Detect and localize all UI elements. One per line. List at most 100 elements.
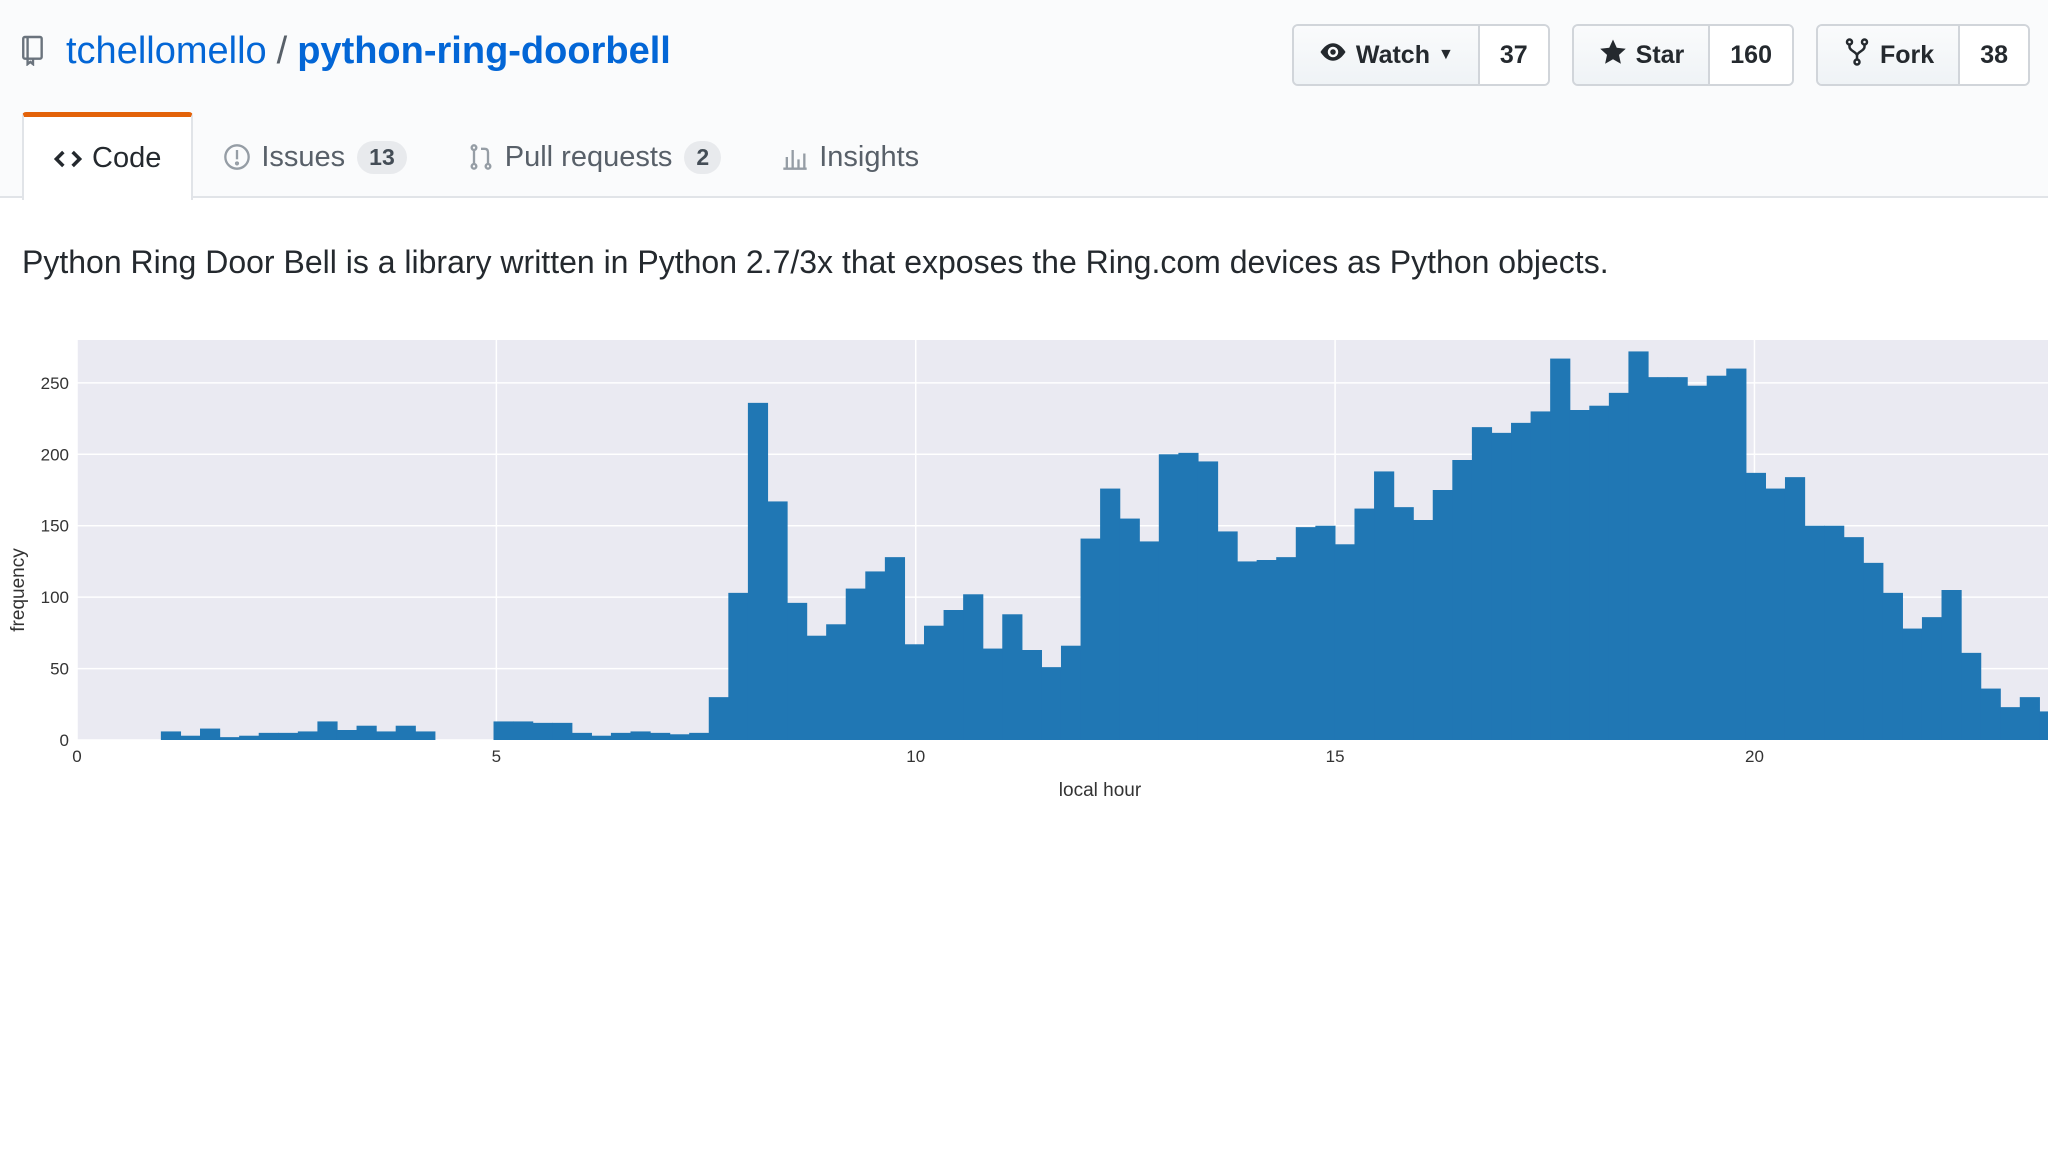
histogram-bar — [689, 732, 710, 740]
histogram-bar — [1569, 410, 1590, 740]
histogram-bar — [982, 648, 1003, 740]
histogram-bar — [1961, 652, 1982, 740]
repo-icon — [20, 33, 52, 69]
issue-icon — [223, 143, 251, 171]
histogram-bar — [728, 592, 749, 740]
fork-button[interactable]: Fork — [1818, 26, 1961, 84]
histogram-bar — [767, 501, 788, 740]
histogram-bar — [1237, 561, 1258, 740]
histogram-bar — [239, 735, 260, 740]
histogram-bar — [1863, 562, 1884, 740]
histogram-bar — [1021, 650, 1043, 740]
graph-icon — [781, 143, 809, 171]
chevron-down-icon: ▼ — [1437, 46, 1454, 63]
histogram-bar — [1374, 471, 1395, 740]
histogram-bar — [1452, 460, 1473, 740]
histogram-bar — [513, 721, 534, 740]
histogram-bar — [924, 625, 945, 740]
tab-code-label: Code — [92, 142, 162, 174]
histogram-bar — [610, 732, 632, 740]
histogram-bar — [1080, 538, 1101, 740]
histogram-bar — [1315, 525, 1336, 740]
histogram-bar — [1647, 377, 1669, 740]
histogram-bar — [2039, 711, 2048, 740]
histogram-bar — [1589, 405, 1610, 740]
histogram-bar — [865, 571, 886, 740]
histogram-bar — [1941, 590, 1962, 740]
y-tick-label: 50 — [50, 660, 69, 679]
star-button[interactable]: Star — [1573, 26, 1711, 84]
histogram-bar — [1804, 525, 1825, 740]
histogram-bar — [884, 557, 906, 740]
histogram-svg: 0 50 100 150 200 250 0 5 10 15 20 local hour frequen… — [8, 340, 2048, 800]
watch-count[interactable]: 37 — [1479, 26, 1548, 84]
x-tick-label: 10 — [906, 747, 925, 766]
histogram-bar — [806, 635, 827, 740]
histogram-bar — [552, 722, 573, 740]
histogram-bar — [297, 731, 319, 740]
x-tick-label: 20 — [1745, 747, 1764, 766]
histogram-bar — [160, 731, 182, 740]
watch-button-group: Watch ▼ 37 — [1291, 24, 1550, 86]
histogram-bar — [1882, 592, 1903, 740]
histogram-bar — [336, 730, 358, 740]
histogram-bar — [200, 728, 221, 740]
histogram-bar — [650, 732, 671, 740]
tab-insights[interactable]: Insights — [751, 116, 949, 198]
star-label: Star — [1635, 40, 1685, 69]
histogram-bar — [826, 624, 847, 740]
histogram-bar — [1706, 375, 1727, 740]
histogram-bar — [1060, 645, 1082, 740]
histogram-bar — [1100, 488, 1121, 740]
tab-pull-requests[interactable]: Pull requests 2 — [437, 116, 751, 198]
histogram-bar — [787, 602, 808, 740]
histogram-bar — [1178, 452, 1199, 740]
fork-icon — [1842, 37, 1872, 74]
histogram-bar — [1550, 358, 1571, 740]
histogram-bar — [1491, 432, 1512, 740]
histogram-bar — [395, 725, 416, 740]
tab-issues[interactable]: Issues 13 — [193, 116, 436, 198]
tab-code[interactable]: Code — [22, 112, 194, 200]
histogram-bar — [1334, 544, 1356, 740]
histogram-bar — [1158, 454, 1179, 740]
histogram-bar — [1413, 520, 1434, 740]
histogram-bar — [1197, 461, 1219, 740]
histogram-bar — [278, 732, 299, 740]
repo-owner-link[interactable]: tchellomello — [66, 29, 267, 72]
histogram-bar — [258, 732, 279, 740]
histogram-bar — [1393, 507, 1414, 740]
histogram-bar — [1354, 508, 1375, 740]
tab-issues-label: Issues — [261, 140, 346, 173]
repo-actions: Watch ▼ 37 Star 160 Fork 38 — [1291, 24, 2030, 86]
fork-count[interactable]: 38 — [1960, 26, 2028, 84]
histogram-bar — [1667, 377, 1688, 740]
histogram-bar — [376, 731, 397, 740]
histogram-bar — [747, 402, 769, 740]
repo-description: Python Ring Door Bell is a library writt… — [22, 244, 1609, 280]
histogram-bar — [1530, 411, 1551, 740]
histogram-bar — [943, 610, 964, 740]
repo-name-link[interactable]: python-ring-doorbell — [297, 29, 671, 72]
y-tick-label: 150 — [41, 517, 69, 536]
x-axis-label: local hour — [1059, 780, 1142, 800]
histogram-bar — [1687, 385, 1708, 740]
star-count[interactable]: 160 — [1710, 26, 1792, 84]
histogram-bar — [1002, 614, 1023, 740]
repo-path-separator: / — [276, 29, 288, 72]
histogram-bar — [1276, 557, 1297, 740]
histogram-bar — [1921, 617, 1943, 740]
code-icon — [53, 145, 83, 173]
histogram-bar — [669, 734, 690, 740]
y-tick-label: 100 — [41, 588, 69, 607]
histogram-bar — [1511, 422, 1532, 740]
pull-request-icon — [467, 143, 495, 171]
watch-button[interactable]: Watch ▼ — [1293, 26, 1480, 84]
histogram-bar — [532, 722, 553, 740]
fork-label: Fork — [1880, 40, 1935, 69]
histogram-bar — [1726, 368, 1747, 740]
fork-button-group: Fork 38 — [1816, 24, 2030, 86]
y-tick-label: 200 — [41, 445, 69, 464]
histogram-bar — [1745, 472, 1767, 740]
histogram-bar — [1041, 667, 1062, 740]
